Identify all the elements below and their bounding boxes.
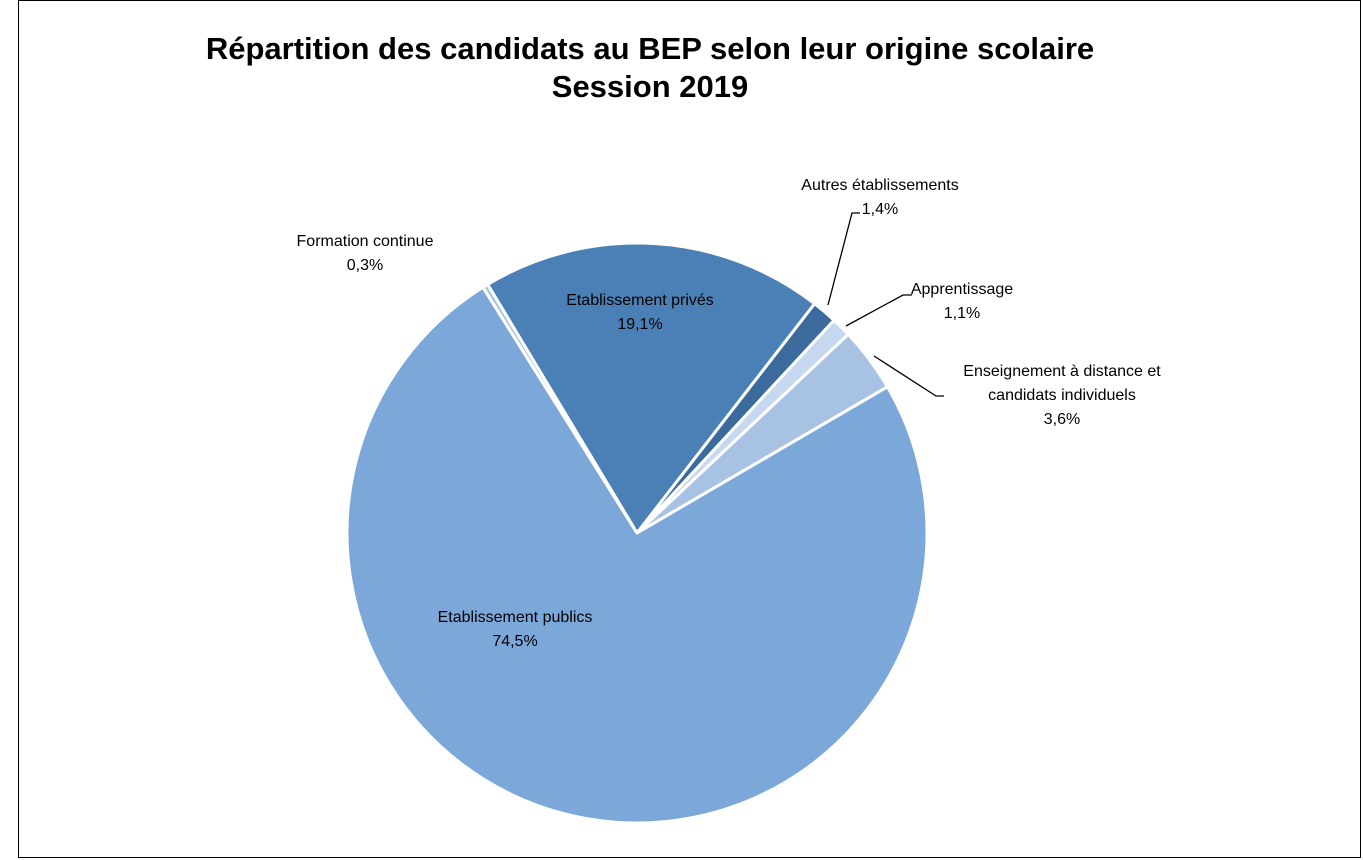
- data-label: Enseignement à distance et candidats ind…: [952, 360, 1172, 432]
- label-value: 1,4%: [861, 201, 899, 218]
- label-value: 0,3%: [346, 257, 384, 274]
- label-name: Etablissement publics: [437, 609, 593, 626]
- chart-title: Répartition des candidats au BEP selon l…: [205, 31, 1095, 104]
- pie-slice: [345, 285, 929, 825]
- chart-frame: [18, 0, 1361, 858]
- label-value: 3,6%: [1043, 411, 1081, 428]
- data-label: Etablissement publics 74,5%: [395, 606, 635, 654]
- slices: [345, 241, 929, 825]
- data-label: Formation continue 0,3%: [265, 230, 465, 278]
- label-name: Etablissement privés: [566, 292, 714, 309]
- pie-slice: [481, 282, 639, 535]
- label-name: Enseignement à distance et candidats ind…: [963, 363, 1161, 404]
- label-value: 1,1%: [943, 305, 981, 322]
- label-name: Apprentissage: [910, 281, 1014, 298]
- label-name: Formation continue: [296, 233, 434, 250]
- label-value: 19,1%: [617, 316, 663, 333]
- data-label: Autres établissements 1,4%: [760, 174, 1000, 222]
- leader-lines: [827, 212, 944, 397]
- label-name: Autres établissements: [801, 177, 959, 194]
- data-label: Etablissement privés 19,1%: [540, 289, 740, 337]
- pie-slice: [486, 241, 817, 535]
- data-label: Apprentissage 1,1%: [882, 278, 1042, 326]
- leader-line: [845, 294, 912, 327]
- leader-line: [827, 212, 860, 306]
- leader-line: [873, 355, 944, 397]
- label-value: 74,5%: [492, 633, 538, 650]
